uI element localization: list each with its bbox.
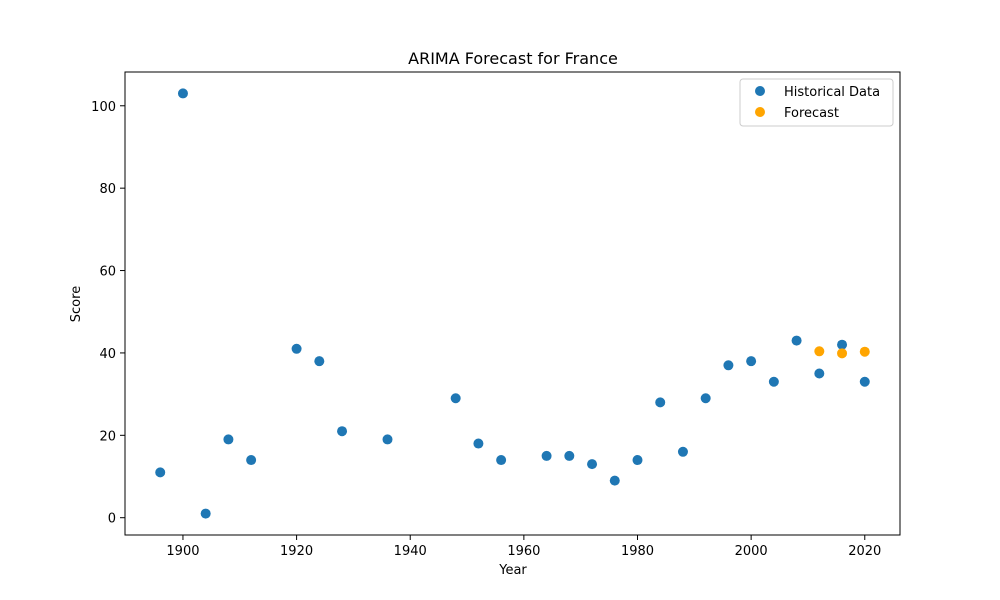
legend-label-forecast: Forecast: [784, 106, 839, 121]
x-tick-label: 1900: [166, 544, 199, 559]
historical-data-point: [768, 376, 779, 387]
chart-title: ARIMA Forecast for France: [408, 49, 618, 68]
x-tick-label: 1980: [621, 544, 654, 559]
legend-marker-forecast: [755, 107, 765, 117]
x-tick-label: 1960: [507, 544, 540, 559]
historical-data-point: [859, 376, 870, 387]
y-tick-label: 80: [99, 182, 116, 197]
data-points: [155, 88, 870, 519]
historical-data-point: [473, 438, 484, 449]
forecast-data-point: [837, 348, 848, 359]
y-tick-label: 0: [108, 512, 116, 527]
historical-data-point: [837, 339, 848, 350]
plot-frame: [124, 71, 901, 536]
legend-marker-historical: [755, 86, 765, 96]
y-axis-label: Score: [69, 286, 84, 322]
historical-data-point: [791, 335, 802, 346]
y-axis-ticks: 0 20 40 60 80 100: [91, 100, 125, 527]
x-axis-ticks: 1900 1920 1940 1960 1980 2000 2020: [166, 535, 881, 559]
x-tick-label: 1940: [394, 544, 427, 559]
historical-data-point: [723, 360, 734, 371]
historical-data-point: [314, 356, 325, 367]
historical-data-point: [223, 434, 234, 445]
historical-data-point: [677, 446, 688, 457]
historical-data-point: [541, 450, 552, 461]
historical-data-point: [337, 426, 348, 437]
x-tick-label: 2000: [735, 544, 768, 559]
plot-area: 1900 1920 1940 1960 1980 2000 2020 0 20 40 60 80 10…: [91, 71, 901, 559]
historical-data-point: [382, 434, 393, 445]
historical-data-point: [291, 343, 302, 354]
forecast-data-point: [814, 346, 825, 357]
historical-data-point: [587, 459, 598, 470]
x-axis-label: Year: [498, 563, 527, 578]
forecast-data-point: [859, 346, 870, 357]
y-tick-label: 60: [99, 265, 116, 280]
historical-data-point: [632, 455, 643, 466]
y-tick-label: 100: [91, 100, 116, 115]
historical-data-point: [246, 455, 257, 466]
legend: Historical Data Forecast: [739, 78, 894, 127]
historical-data-point: [496, 455, 507, 466]
legend-label-historical: Historical Data: [784, 85, 880, 100]
legend-box: [739, 78, 894, 127]
x-tick-label: 1920: [280, 544, 313, 559]
historical-data-point: [177, 88, 188, 99]
historical-data-point: [609, 475, 620, 486]
historical-data-point: [200, 508, 211, 519]
x-tick-label: 2020: [848, 544, 881, 559]
historical-data-point: [155, 467, 166, 478]
historical-data-point: [700, 393, 711, 404]
historical-data-point: [655, 397, 666, 408]
historical-data-point: [746, 356, 757, 367]
historical-data-point: [814, 368, 825, 379]
historical-data-point: [450, 393, 461, 404]
y-tick-label: 40: [99, 347, 116, 362]
historical-data-point: [564, 450, 575, 461]
y-tick-label: 20: [99, 429, 116, 444]
